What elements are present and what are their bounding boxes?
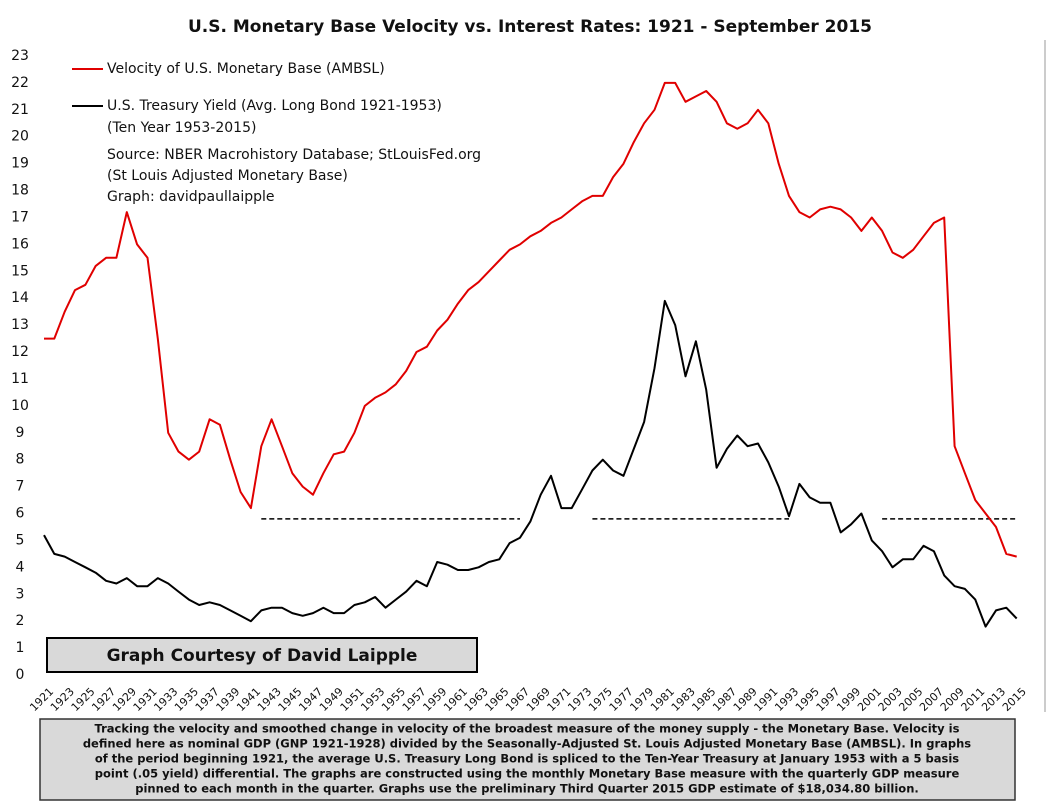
- y-tick-label: 3: [16, 586, 25, 602]
- y-tick-label: 17: [11, 209, 29, 225]
- y-tick-label: 5: [16, 532, 25, 548]
- y-tick-label: 15: [11, 263, 29, 279]
- y-tick-label: 16: [11, 236, 29, 252]
- series-line: [43, 299, 1018, 628]
- y-tick-label: 9: [16, 425, 25, 441]
- note-text: pinned to each month in the quarter. Gra…: [135, 782, 919, 796]
- courtesy-box: [46, 637, 478, 673]
- y-tick-label: 8: [16, 452, 25, 468]
- y-tick-label: 0: [16, 667, 25, 683]
- y-tick-label: 22: [11, 75, 29, 91]
- y-tick-label: 23: [11, 48, 29, 64]
- source-text: Graph: davidpaullaipple: [107, 189, 275, 205]
- y-tick-label: 10: [11, 398, 29, 414]
- legend-label: Velocity of U.S. Monetary Base (AMBSL): [107, 61, 385, 77]
- note-box: [39, 718, 1016, 801]
- y-tick-label: 13: [11, 317, 29, 333]
- legend-label: U.S. Treasury Yield (Avg. Long Bond 1921…: [107, 98, 442, 114]
- y-tick-label: 4: [16, 559, 25, 575]
- y-tick-label: 6: [16, 506, 25, 522]
- y-tick-label: 20: [11, 129, 29, 145]
- y-tick-label: 19: [11, 156, 29, 172]
- series-line: [44, 81, 1017, 558]
- y-tick-label: 14: [11, 290, 29, 306]
- note-text: defined here as nominal GDP (GNP 1921-19…: [83, 737, 971, 751]
- y-tick-label: 12: [11, 344, 29, 360]
- source-text: (St Louis Adjusted Monetary Base): [107, 168, 348, 184]
- y-tick-label: 7: [16, 479, 25, 495]
- legend-note: (Ten Year 1953-2015): [107, 120, 256, 136]
- y-tick-label: 11: [11, 371, 29, 387]
- y-tick-label: 18: [11, 183, 29, 199]
- y-tick-label: 2: [16, 613, 25, 629]
- note-text: Tracking the velocity and smoothed chang…: [95, 722, 960, 736]
- y-tick-label: 21: [11, 102, 29, 118]
- y-tick-label: 1: [16, 640, 25, 656]
- chart-title: U.S. Monetary Base Velocity vs. Interest…: [188, 17, 872, 37]
- x-tick-label: 2015: [1000, 685, 1029, 714]
- source-text: Source: NBER Macrohistory Database; StLo…: [107, 147, 481, 163]
- courtesy-text: Graph Courtesy of David Laipple: [107, 646, 418, 666]
- note-text: of the period beginning 1921, the averag…: [95, 752, 959, 766]
- note-text: point (.05 yield) differential. The grap…: [95, 767, 960, 781]
